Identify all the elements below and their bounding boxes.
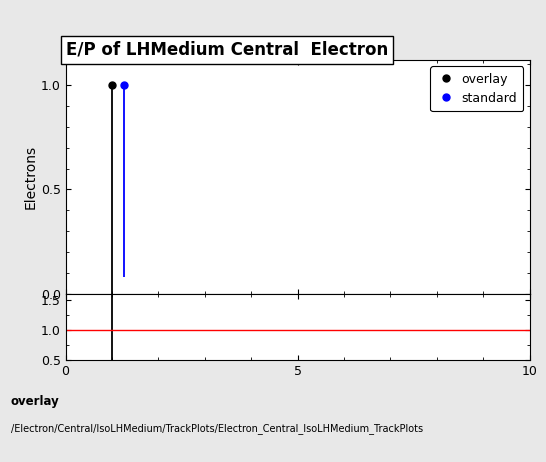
- Legend: overlay, standard: overlay, standard: [430, 67, 524, 111]
- Y-axis label: Electrons: Electrons: [24, 145, 38, 209]
- Text: /Electron/Central/IsoLHMedium/TrackPlots/Electron_Central_IsoLHMedium_TrackPlots: /Electron/Central/IsoLHMedium/TrackPlots…: [11, 423, 423, 434]
- Text: E/P of LHMedium Central  Electron: E/P of LHMedium Central Electron: [66, 41, 388, 59]
- Text: overlay: overlay: [11, 395, 60, 408]
